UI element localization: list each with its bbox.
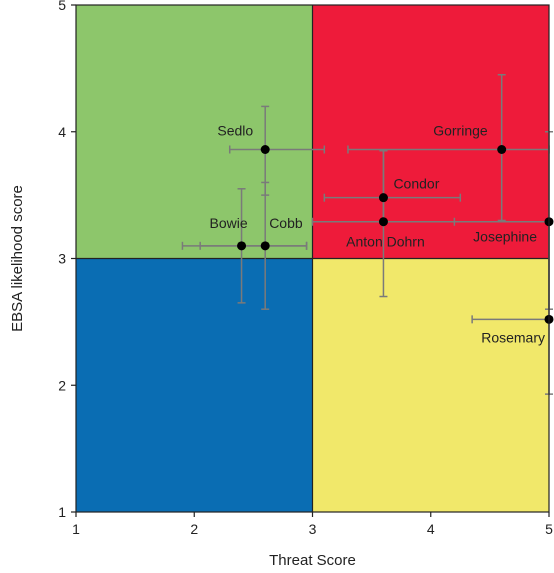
data-point [497,144,507,154]
quadrant-bottom-left [76,258,313,512]
y-tick-label: 5 [58,0,66,13]
point-label: Gorringe [433,122,488,138]
data-point [378,217,388,227]
point-label: Sedlo [217,122,253,138]
x-tick-label: 2 [190,521,198,537]
x-tick-label: 1 [72,521,80,537]
x-tick-label: 4 [427,521,435,537]
point-label: Cobb [269,215,303,231]
data-point [260,144,270,154]
data-point [378,193,388,203]
quadrant-bottom-right [312,258,549,512]
point-label: Condor [393,176,439,192]
x-tick-label: 3 [309,521,317,537]
x-tick-label: 5 [545,521,553,537]
y-axis-title: EBSA likelihood score [9,185,26,332]
quadrant-top-right [312,5,549,259]
point-label: Rosemary [481,329,545,345]
point-label: Bowie [210,215,248,231]
y-tick-label: 3 [58,251,66,267]
x-axis-title: Threat Score [269,552,356,569]
point-label: Josephine [473,229,537,245]
y-tick-label: 1 [58,504,66,520]
y-tick-label: 4 [58,124,66,140]
quadrant-top-left [76,5,313,259]
y-tick-label: 2 [58,377,66,393]
point-label: Anton Dohrn [346,234,425,250]
data-point [260,241,270,251]
data-point [237,241,247,251]
